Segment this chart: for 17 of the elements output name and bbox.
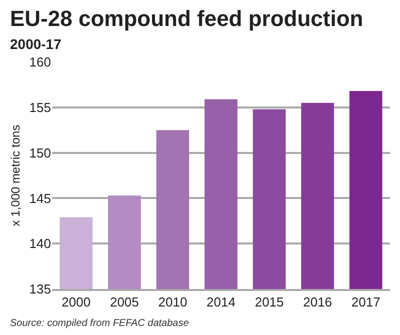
- x-tick-label: 2015: [254, 294, 284, 310]
- y-tick-label: 140: [29, 236, 51, 252]
- y-tick-label: 135: [29, 282, 51, 297]
- chart-subtitle: 2000-17: [10, 36, 62, 52]
- x-tick-label: 2016: [303, 294, 332, 310]
- y-axis-title: x 1,000 metric tons: [8, 124, 23, 226]
- y-tick-label: 155: [29, 100, 51, 115]
- chart-title: EU-28 compound feed production: [10, 6, 364, 31]
- y-tick-label: 150: [29, 145, 51, 160]
- x-tick-label: 2014: [206, 294, 236, 310]
- y-tick-label: 160: [29, 54, 51, 70]
- x-tick-label: 2005: [110, 294, 139, 310]
- x-tick-label: 2000: [62, 294, 91, 310]
- y-tick-label: 145: [29, 190, 51, 206]
- source-note: Source: compiled from FEFAC database: [10, 318, 190, 329]
- x-tick-label: 2017: [351, 294, 380, 310]
- x-tick-label: 2010: [158, 294, 188, 310]
